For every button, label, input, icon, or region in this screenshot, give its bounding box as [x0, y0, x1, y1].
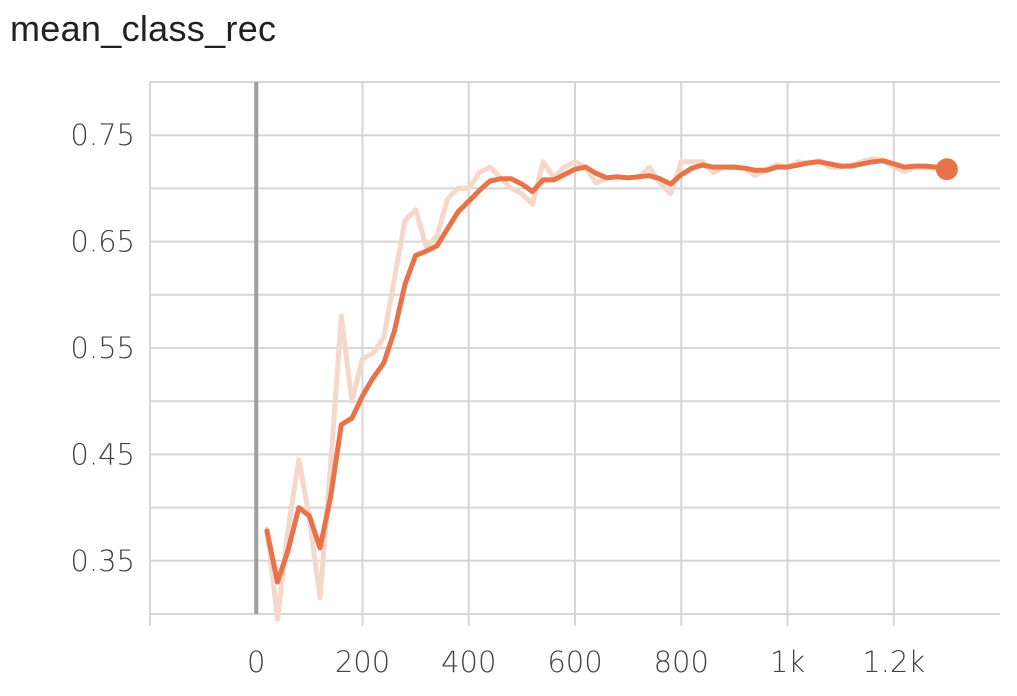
y-tick-label: 0.45 [70, 437, 135, 471]
smoothed-line [264, 158, 950, 585]
x-tick-label: 1.2k [862, 645, 925, 679]
x-axis-ticks: 0 200 400 600 800 1k 1.2k [247, 645, 925, 679]
last-point-marker [935, 158, 958, 181]
y-tick-label: 0.55 [70, 331, 135, 365]
grid [149, 81, 1000, 626]
chart-title: mean_class_rec [10, 8, 277, 49]
x-tick-label: 400 [441, 645, 496, 679]
x-tick-label: 200 [335, 645, 390, 679]
y-tick-label: 0.75 [70, 118, 135, 152]
y-tick-label: 0.65 [70, 225, 135, 259]
x-tick-label: 0 [247, 645, 265, 679]
x-tick-label: 1k [770, 645, 805, 679]
x-tick-label: 800 [654, 645, 709, 679]
y-tick-label: 0.35 [70, 544, 135, 578]
y-axis-ticks: 0.35 0.45 0.55 0.65 0.75 [70, 118, 135, 578]
smoothed-series [264, 158, 958, 585]
x-tick-label: 600 [547, 645, 602, 679]
